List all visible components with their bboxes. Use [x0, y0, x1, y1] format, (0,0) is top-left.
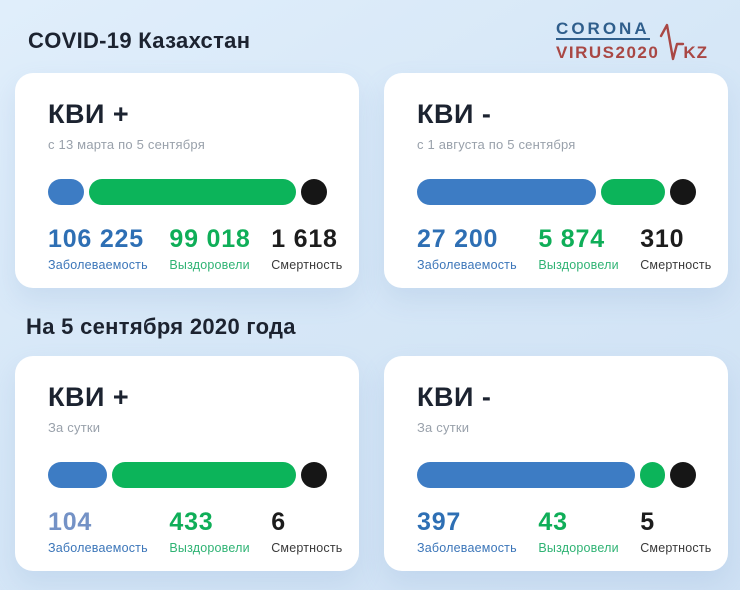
- recovered-bar-segment: [89, 179, 296, 205]
- deaths-value: 1 618: [271, 225, 338, 253]
- card-subtitle: с 13 марта по 5 сентября: [48, 137, 205, 152]
- stats-row: 104 Заболеваемость 433 Выздоровели 6 Сме…: [48, 508, 342, 555]
- stat-bar: [417, 462, 696, 488]
- stat-bar: [48, 179, 327, 205]
- infected-bar-segment: [417, 179, 596, 205]
- logo-corona-text: CORONA: [556, 19, 650, 40]
- infected-value: 27 200: [417, 225, 499, 253]
- infected-label: Заболеваемость: [48, 257, 148, 272]
- card-subtitle: с 1 августа по 5 сентября: [417, 137, 576, 152]
- recovered-value: 99 018: [169, 225, 251, 253]
- recovered-value: 5 874: [538, 225, 605, 253]
- deaths-label: Смертность: [640, 257, 712, 272]
- deaths-bar-dot: [670, 179, 696, 205]
- deaths-value: 5: [640, 508, 655, 536]
- infected-value: 106 225: [48, 225, 144, 253]
- section-title: На 5 сентября 2020 года: [26, 314, 296, 339]
- infected-value: 104: [48, 508, 93, 536]
- infected-bar-segment: [48, 179, 85, 205]
- infected-stat: 104 Заболеваемость: [48, 508, 169, 555]
- infected-label: Заболеваемость: [417, 257, 517, 272]
- deaths-bar-dot: [301, 462, 327, 488]
- infected-bar-segment: [417, 462, 635, 488]
- recovered-bar-segment: [639, 462, 665, 488]
- recovered-label: Выздоровели: [538, 540, 619, 555]
- deaths-stat: 310 Смертность: [640, 225, 712, 272]
- recovered-bar-segment: [111, 462, 296, 488]
- deaths-label: Смертность: [640, 540, 712, 555]
- deaths-label: Смертность: [271, 540, 343, 555]
- infected-bar-segment: [48, 462, 107, 488]
- deaths-label: Смертность: [271, 257, 343, 272]
- recovered-value: 433: [169, 508, 214, 536]
- card-kvi-minus-total: КВИ - с 1 августа по 5 сентября 27 200 З…: [384, 73, 728, 288]
- recovered-label: Выздоровели: [169, 257, 250, 272]
- card-kvi-plus-total: КВИ + с 13 марта по 5 сентября 106 225 З…: [15, 73, 359, 288]
- infected-stat: 106 225 Заболеваемость: [48, 225, 169, 272]
- recovered-label: Выздоровели: [169, 540, 250, 555]
- card-title: КВИ -: [417, 99, 492, 129]
- dashboard: КВИ + с 13 марта по 5 сентября 106 225 З…: [0, 73, 740, 571]
- deaths-value: 310: [640, 225, 685, 253]
- stats-row: 106 225 Заболеваемость 99 018 Выздоровел…: [48, 225, 342, 272]
- recovered-bar-segment: [600, 179, 665, 205]
- stats-row: 27 200 Заболеваемость 5 874 Выздоровели …: [417, 225, 711, 272]
- recovered-stat: 433 Выздоровели: [169, 508, 271, 555]
- infected-value: 397: [417, 508, 462, 536]
- card-subtitle: За сутки: [417, 420, 470, 435]
- logo-kz-text: KZ: [683, 43, 708, 62]
- card-kvi-minus-daily: КВИ - За сутки 397 Заболеваемость 43 Выз…: [384, 356, 728, 571]
- logo-virus-text: VIRUS2020: [556, 43, 660, 62]
- recovered-stat: 5 874 Выздоровели: [538, 225, 640, 272]
- recovered-stat: 99 018 Выздоровели: [169, 225, 271, 272]
- recovered-stat: 43 Выздоровели: [538, 508, 640, 555]
- infected-label: Заболеваемость: [48, 540, 148, 555]
- brand-logo: CORONA VIRUS2020 KZ: [556, 20, 714, 61]
- card-title: КВИ +: [48, 99, 130, 129]
- deaths-stat: 1 618 Смертность: [271, 225, 343, 272]
- cards-row-total: КВИ + с 13 марта по 5 сентября 106 225 З…: [0, 73, 740, 288]
- deaths-stat: 6 Смертность: [271, 508, 343, 555]
- recovered-value: 43: [538, 508, 568, 536]
- header: COVID-19 Казахстан CORONA VIRUS2020 KZ: [0, 0, 740, 65]
- deaths-stat: 5 Смертность: [640, 508, 712, 555]
- card-title: КВИ -: [417, 382, 492, 412]
- card-subtitle: За сутки: [48, 420, 101, 435]
- pulse-icon: [660, 23, 685, 61]
- recovered-label: Выздоровели: [538, 257, 619, 272]
- infected-stat: 397 Заболеваемость: [417, 508, 538, 555]
- deaths-bar-dot: [670, 462, 696, 488]
- infected-stat: 27 200 Заболеваемость: [417, 225, 538, 272]
- logo-virus-line: VIRUS2020 KZ: [556, 23, 708, 62]
- stats-row: 397 Заболеваемость 43 Выздоровели 5 Смер…: [417, 508, 711, 555]
- card-kvi-plus-daily: КВИ + За сутки 104 Заболеваемость 433 Вы…: [15, 356, 359, 571]
- infected-label: Заболеваемость: [417, 540, 517, 555]
- cards-row-daily: КВИ + За сутки 104 Заболеваемость 433 Вы…: [0, 356, 740, 571]
- deaths-value: 6: [271, 508, 286, 536]
- card-title: КВИ +: [48, 382, 130, 412]
- stat-bar: [48, 462, 327, 488]
- page-title: COVID-19 Казахстан: [28, 28, 251, 53]
- deaths-bar-dot: [301, 179, 327, 205]
- stat-bar: [417, 179, 696, 205]
